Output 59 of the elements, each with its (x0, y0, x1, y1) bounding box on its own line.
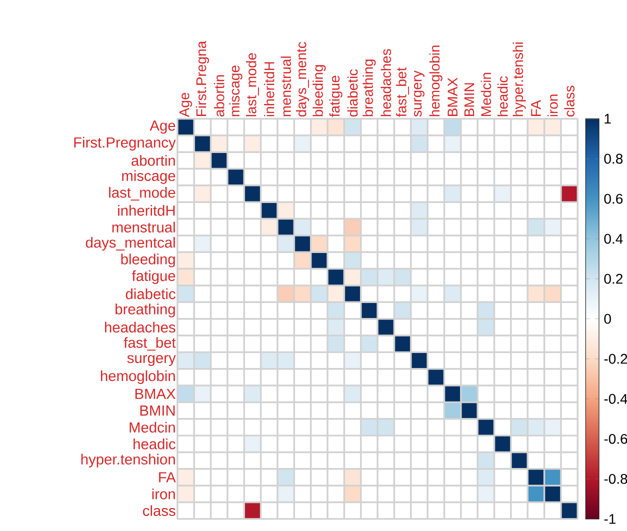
y-tick-label: abortin (132, 155, 175, 166)
y-tick-label: BMIN (140, 406, 175, 416)
x-tick-label: fast_bet (396, 67, 410, 117)
y-tick-label: fast_bet (124, 337, 176, 351)
y-tick-label: days_mentcal (86, 236, 175, 251)
x-tick-label: miscage (229, 66, 242, 116)
y-tick-label: iron (152, 488, 175, 500)
x-tick-label: Age (180, 92, 192, 118)
color-bar-label: 0.8 (604, 154, 623, 164)
y-tick-label: inheritdH (118, 205, 175, 216)
x-tick-label: hemoglobin (429, 46, 442, 116)
x-tick-label: menstrual (280, 56, 291, 116)
color-bar-label: -0.6 (604, 434, 627, 444)
y-tick-label: headaches (105, 322, 176, 333)
x-tick-label: Medcin (480, 72, 492, 116)
color-bar-label: -1 (604, 514, 616, 524)
color-bar-label: -0.8 (604, 474, 627, 484)
x-tick-label: iron (547, 94, 558, 116)
y-tick-label: hyper.tenshion (81, 454, 175, 468)
x-tick-label: last_mode (246, 53, 259, 116)
y-tick-label: BMAX (135, 388, 176, 399)
y-tick-label: headic (134, 438, 176, 450)
y-tick-label: hemoglobin (100, 370, 175, 384)
y-tick-label: breathing (116, 304, 175, 318)
y-tick-label: surgery (127, 355, 176, 366)
color-bar-label: 0.4 (604, 234, 623, 244)
x-tick-label: bleeding (312, 65, 326, 116)
y-tick-label: Medcin (130, 422, 175, 433)
x-tick-label: abortin (214, 75, 224, 117)
x-tick-label: hyper.tenshi (512, 42, 526, 116)
x-tick-label: class (564, 86, 574, 117)
color-bar-label: -0.4 (604, 394, 627, 404)
color-bar-label: 1 (604, 114, 611, 124)
x-tick-label: surgery (414, 70, 424, 117)
y-tick-label: fatigue (132, 270, 176, 284)
x-tick-label: FA (531, 100, 541, 116)
x-tick-label: fatigue (329, 76, 342, 117)
y-tick-label: Age (150, 120, 176, 134)
x-tick-label: BMAX (448, 78, 458, 116)
x-tick-label: inheritdH (264, 62, 274, 116)
x-tick-label: First.Pregna (196, 40, 209, 116)
y-tick-label: First.Pregnancy (74, 136, 176, 151)
y-tick-label: class (143, 505, 176, 516)
x-tick-label: headic (497, 76, 508, 116)
y-tick-label: bleeding (121, 254, 175, 268)
x-tick-label: days_mentc (296, 42, 310, 117)
x-tick-label: breathing (362, 60, 376, 116)
color-bar-label: 0.2 (604, 274, 622, 284)
x-tick-label: diabetic (347, 69, 358, 117)
y-tick-label: diabetic (126, 288, 176, 300)
x-tick-label: BMIN (464, 83, 474, 116)
y-tick-label: last_mode (109, 187, 176, 201)
color-bar-label: 0.6 (604, 194, 623, 204)
y-tick-label: FA (159, 472, 176, 482)
color-bar-label: 0 (604, 314, 611, 324)
y-tick-label: miscage (122, 170, 176, 184)
color-bar-label: -0.2 (604, 354, 627, 364)
x-tick-label: headaches (380, 49, 392, 116)
y-tick-label: menstrual (112, 222, 175, 233)
